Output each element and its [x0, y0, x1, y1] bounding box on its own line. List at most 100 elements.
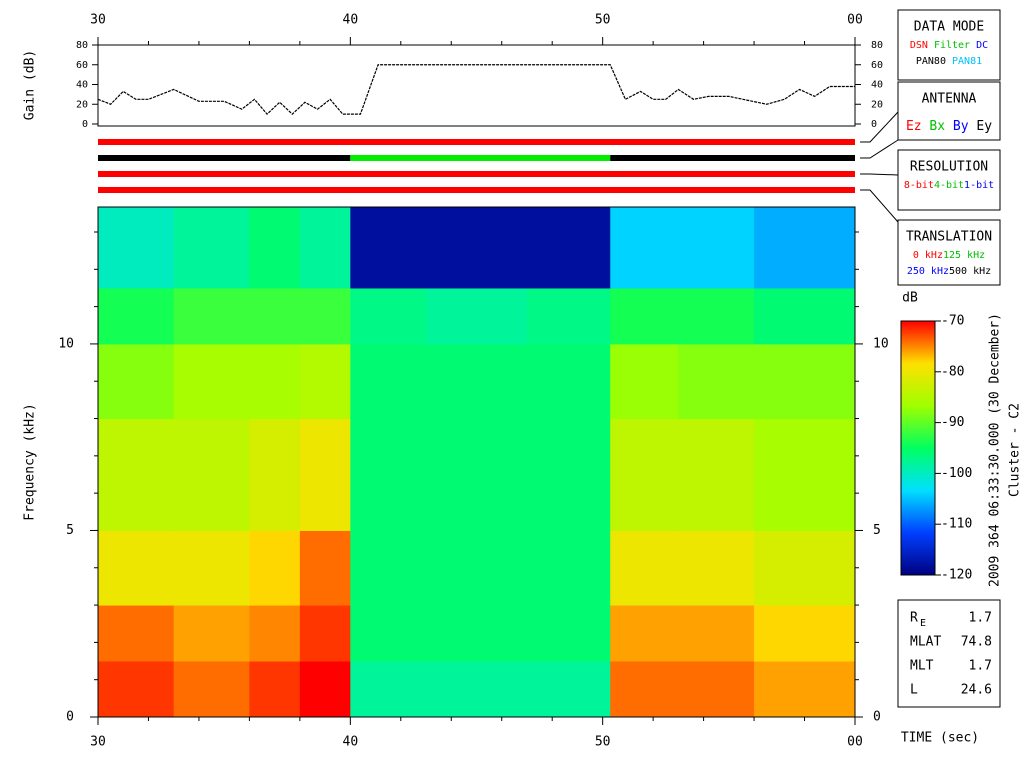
- legend-item: 500 kHz: [949, 266, 991, 277]
- legend-item: Ez: [906, 119, 922, 134]
- colorbar-tick-label: -90: [941, 415, 964, 430]
- x-axis-label: TIME (sec): [901, 731, 979, 746]
- legend-box: [897, 81, 1001, 141]
- status-bar: [350, 155, 611, 161]
- status-bar: [98, 155, 351, 161]
- legend-item: DC: [976, 40, 988, 51]
- y-tick-label: 60: [871, 60, 883, 71]
- colorbar-label: dB: [902, 291, 918, 306]
- spectrogram-cell: [98, 661, 175, 718]
- connectors: [860, 111, 899, 223]
- legend-row: Ez Bx By Ey: [906, 119, 992, 134]
- info-label: MLAT: [910, 635, 941, 650]
- info-value: 74.8: [961, 635, 992, 650]
- colorbar-tick-label: -80: [941, 364, 964, 379]
- caption: Cluster - C2: [1008, 403, 1023, 497]
- legend-item: By: [953, 119, 969, 134]
- legend-row: 0 kHz125 kHz: [913, 250, 985, 261]
- freq-axis-label: Frequency (kHz): [23, 403, 38, 520]
- spectrogram-cell: [350, 343, 427, 420]
- legend-item: 250 kHz: [907, 266, 949, 277]
- spectrogram-cell: [426, 605, 528, 662]
- legend-item: 125 kHz: [943, 250, 985, 261]
- legend-item: 1-bit: [964, 180, 994, 191]
- spectrogram-cell: [350, 661, 427, 718]
- spectrogram-cell: [299, 343, 351, 420]
- info-value: 24.6: [961, 683, 992, 698]
- spectrogram-cell: [98, 418, 175, 531]
- y-tick-label: 80: [871, 40, 883, 51]
- spectrogram-cell: [526, 605, 611, 662]
- status-bar: [610, 155, 855, 161]
- spectrogram-cell: [173, 418, 250, 531]
- legend-row: 250 kHz500 kHz: [907, 266, 991, 277]
- spectrogram-cell: [173, 287, 250, 345]
- spectrogram-cell: [610, 287, 679, 345]
- legend-item: Filter: [934, 40, 970, 51]
- y-tick-label: 20: [871, 99, 883, 110]
- x-tick-label: 00: [847, 13, 863, 28]
- legend-title: RESOLUTION: [910, 160, 988, 175]
- spectrogram-cell: [678, 661, 755, 718]
- spectrogram-cell: [98, 287, 175, 345]
- spectrogram-cell: [610, 418, 679, 531]
- x-tick-label: 40: [343, 735, 359, 750]
- legend-item: DSN: [910, 40, 928, 51]
- spectrogram-cell: [678, 207, 755, 289]
- spectrogram-cell: [173, 605, 250, 662]
- spectrogram-cell: [610, 661, 679, 718]
- status-bar: [98, 187, 855, 193]
- spectrogram-cell: [98, 605, 175, 662]
- legend-title: TRANSLATION: [906, 230, 992, 245]
- spectrogram-cell: [426, 343, 528, 420]
- spectrogram-cell: [678, 605, 755, 662]
- legend-title: ANTENNA: [922, 92, 977, 107]
- legend-item: 4-bit: [934, 180, 964, 191]
- spectrogram-frame: [97, 206, 856, 718]
- legend-title: DATA MODE: [914, 20, 984, 35]
- spectrogram-cell: [610, 343, 679, 420]
- colorbar-tick-label: -100: [941, 466, 972, 481]
- spectrogram-cell: [299, 661, 351, 718]
- colorbar: [900, 320, 936, 576]
- spectrogram-cell: [426, 418, 528, 531]
- x-tick-label: 30: [90, 13, 106, 28]
- colorbar-tick-label: -110: [941, 517, 972, 532]
- colorbar-tick-label: -120: [941, 568, 972, 583]
- info-label: R: [910, 611, 918, 626]
- spectrogram-cell: [426, 287, 528, 345]
- spectrogram-cell: [249, 287, 301, 345]
- legend-box: [897, 219, 1001, 286]
- spectrogram-cell: [173, 530, 250, 606]
- legend-box: [897, 9, 1001, 81]
- y-tick-label: 10: [873, 336, 889, 351]
- info-label: MLT: [910, 659, 934, 674]
- spectrogram-cell: [350, 287, 427, 345]
- spectrogram-cell: [754, 207, 856, 289]
- legend-row: DSN Filter DC: [910, 40, 988, 51]
- spectrogram-cell: [526, 418, 611, 531]
- legend-row: 8-bit4-bit1-bit: [904, 180, 994, 191]
- colorbar-tick-label: -70: [941, 314, 964, 329]
- legend-item: Bx: [929, 119, 945, 134]
- spectrogram-cell: [526, 661, 611, 718]
- x-tick-label: 40: [343, 13, 359, 28]
- info-label: L: [910, 683, 918, 698]
- info-sub: E: [920, 618, 926, 629]
- y-tick-label: 60: [76, 60, 88, 71]
- x-tick-label: 50: [595, 13, 611, 28]
- spectrogram-cell: [526, 530, 611, 606]
- spectrogram-cell: [526, 207, 611, 289]
- spectrogram-cell: [754, 287, 856, 345]
- spectrogram-cell: [678, 287, 755, 345]
- spectrogram-cell: [610, 207, 679, 289]
- spectrogram-cell: [249, 418, 301, 531]
- y-tick-label: 5: [66, 523, 74, 538]
- caption: 2009 364 06:33:30.000 (30 December): [988, 313, 1003, 587]
- x-tick-label: 30: [90, 735, 106, 750]
- spectrogram-cell: [350, 207, 427, 289]
- spectrogram-cell: [610, 530, 679, 606]
- y-tick-label: 40: [871, 80, 883, 91]
- y-tick-label: 80: [76, 40, 88, 51]
